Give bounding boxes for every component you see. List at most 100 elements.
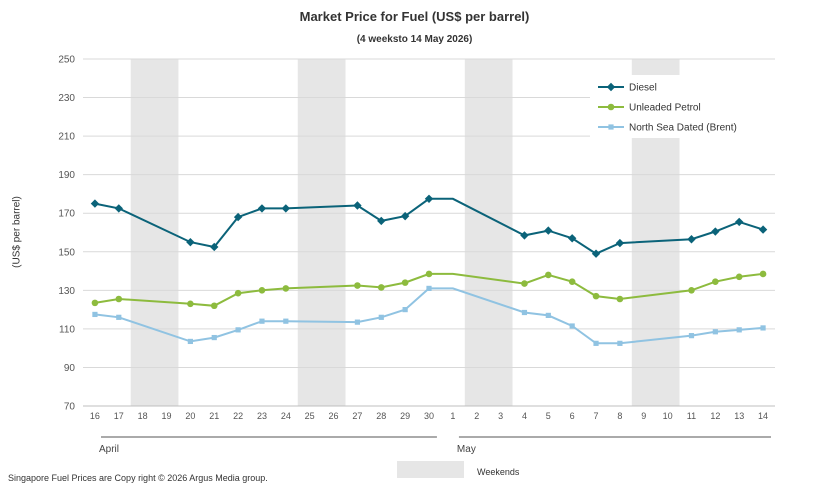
y-tick-label: 170 xyxy=(58,209,75,220)
x-tick-label: 24 xyxy=(281,411,291,421)
data-point xyxy=(353,201,362,210)
x-tick-label: 5 xyxy=(546,411,551,421)
legend-label: North Sea Dated (Brent) xyxy=(629,123,737,134)
legend-marker xyxy=(608,124,614,130)
data-point xyxy=(520,231,529,240)
data-point xyxy=(186,237,195,247)
x-tick-label: 13 xyxy=(734,411,744,421)
weekend-band xyxy=(631,138,680,406)
data-point xyxy=(402,307,408,313)
data-point xyxy=(593,340,599,346)
x-axis: 16 17 18 19 20 21 22 23 24 25 26 27 28 29 30 1 2 3 4 5 6 7 8 9 1… xyxy=(90,411,771,455)
data-point xyxy=(712,329,718,335)
x-tick-label: 7 xyxy=(594,411,599,421)
y-tick-label: 130 xyxy=(58,286,75,297)
data-point xyxy=(354,282,361,289)
data-point xyxy=(760,325,766,331)
data-point xyxy=(401,279,409,286)
data-point xyxy=(688,333,695,339)
x-tick-label: 27 xyxy=(352,411,362,421)
legend: Diesel Unleaded Petrol North Sea Dated (Br… xyxy=(590,76,778,138)
data-point xyxy=(592,292,600,300)
data-point xyxy=(615,238,625,248)
x-tick-label: 28 xyxy=(376,411,386,421)
data-point xyxy=(425,270,433,278)
y-tick-label: 190 xyxy=(58,170,75,181)
x-tick-label: 4 xyxy=(522,411,527,421)
x-tick-label: 19 xyxy=(162,411,172,421)
month-label: May xyxy=(457,444,476,455)
data-point xyxy=(114,204,123,213)
data-point xyxy=(115,295,123,303)
x-tick-label: 1 xyxy=(450,411,455,421)
data-point xyxy=(544,226,553,235)
x-tick-label: 29 xyxy=(400,411,410,421)
series-lines xyxy=(90,194,768,346)
y-tick-label: 150 xyxy=(58,247,75,258)
x-tick-label: 11 xyxy=(687,411,696,421)
data-point xyxy=(616,295,624,303)
data-point xyxy=(567,234,577,243)
data-point xyxy=(354,319,361,325)
legend-marker xyxy=(607,103,615,111)
x-tick-label: 9 xyxy=(641,411,646,421)
x-tick-label: 18 xyxy=(138,411,148,421)
x-tick-label: 10 xyxy=(663,411,673,421)
chart-title: Market Price for Fuel (US$ per barrel) xyxy=(299,9,530,24)
y-tick-label: 230 xyxy=(58,93,75,104)
data-point xyxy=(281,204,291,213)
data-point xyxy=(91,299,99,307)
y-tick-label: 110 xyxy=(59,324,75,335)
y-axis-label: (US$ per barrel) xyxy=(11,196,23,268)
weekend-key-swatch xyxy=(397,461,464,478)
data-point xyxy=(116,314,122,320)
data-point xyxy=(210,302,218,310)
y-axis: 70 90 110 130 150 170 190 210 230 250 xyxy=(58,55,75,413)
data-point xyxy=(424,194,434,203)
y-tick-label: 90 xyxy=(64,363,76,374)
x-tick-label: 23 xyxy=(257,411,267,421)
data-point xyxy=(283,318,289,324)
data-point xyxy=(235,327,241,333)
x-tick-label: 20 xyxy=(185,411,195,421)
data-point xyxy=(400,211,410,221)
x-tick-label: 12 xyxy=(710,411,720,421)
data-point xyxy=(187,338,193,345)
x-tick-label: 17 xyxy=(114,411,124,421)
x-tick-label: 22 xyxy=(233,411,243,421)
data-point xyxy=(258,287,266,294)
data-point xyxy=(735,273,743,281)
x-tick-label: 2 xyxy=(474,411,479,421)
data-point xyxy=(377,284,385,291)
legend-label: Unleaded Petrol xyxy=(629,103,701,114)
y-tick-label: 210 xyxy=(58,132,75,143)
data-point xyxy=(90,199,100,208)
y-tick-label: 250 xyxy=(58,55,75,66)
data-point xyxy=(521,280,528,287)
x-tick-label: 21 xyxy=(209,411,219,421)
x-tick-label: 3 xyxy=(498,411,503,421)
data-point xyxy=(759,270,767,278)
data-point xyxy=(687,235,696,244)
data-point xyxy=(545,271,552,279)
month-label: April xyxy=(99,444,119,455)
data-point xyxy=(211,334,217,341)
x-tick-label: 14 xyxy=(758,411,768,421)
data-point xyxy=(233,212,243,222)
data-point xyxy=(259,318,265,324)
chart-subtitle: (4 weeksto 14 May 2026) xyxy=(356,34,473,45)
data-point xyxy=(234,289,242,297)
weekend-band xyxy=(464,59,513,406)
weekend-band xyxy=(631,59,680,75)
data-point xyxy=(617,340,623,346)
x-tick-label: 16 xyxy=(90,411,100,421)
data-point xyxy=(92,311,98,318)
data-point xyxy=(758,225,768,234)
data-point xyxy=(569,323,575,329)
data-point xyxy=(735,217,744,227)
weekend-key-label: Weekends xyxy=(477,467,520,477)
data-point xyxy=(257,204,267,213)
data-point xyxy=(210,242,219,252)
copyright-footer: Singapore Fuel Prices are Copy right © 2… xyxy=(8,473,268,483)
